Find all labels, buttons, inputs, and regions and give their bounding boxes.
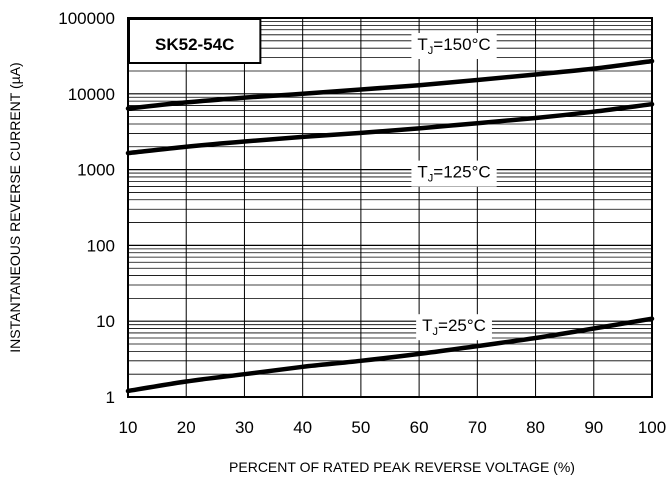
curve-label-rest: =150°C (433, 35, 490, 54)
x-axis-title: PERCENT OF RATED PEAK REVERSE VOLTAGE (%… (229, 459, 575, 475)
part-label-frame (128, 18, 262, 64)
curve-label-bg (411, 33, 497, 59)
curve-label-curve-tj-25: TJ=25°C (416, 314, 492, 341)
curve-label-main: T (422, 316, 432, 335)
x-tick-label: 50 (351, 418, 370, 437)
curve-label-rest: =25°C (438, 316, 486, 335)
part-label: SK52-54C (155, 35, 234, 54)
x-tick-label: 90 (584, 418, 603, 437)
y-tick-label: 10000 (68, 85, 115, 104)
curve-label-rest: =125°C (433, 163, 490, 182)
plot-frame (127, 17, 653, 398)
curve-label-sub: J (433, 326, 439, 338)
y-tick-label: 1000 (77, 161, 115, 180)
x-tick-label: 30 (235, 418, 254, 437)
curve-label-curve-tj-150: TJ=150°C (411, 33, 497, 59)
curves (125, 58, 655, 394)
curve-tj-25 (125, 316, 655, 394)
major-grid (127, 17, 653, 398)
x-tick-label: 40 (293, 418, 312, 437)
curve-label-text: TJ=150°C (417, 35, 490, 57)
curve-tj-125 (125, 101, 655, 156)
x-tick-labels: 10 20 30 40 50 60 70 80 90 100 (119, 418, 667, 437)
curve-label-text: TJ=125°C (417, 163, 490, 185)
curve-tj-150 (125, 58, 655, 111)
y-tick-label: 100 (87, 236, 115, 255)
part-label-box: SK52-54C (128, 18, 262, 64)
x-tick-label: 70 (468, 418, 487, 437)
x-tick-label: 60 (410, 418, 429, 437)
x-tick-label: 100 (638, 418, 666, 437)
curve-label-main: T (417, 163, 427, 182)
minor-grid (128, 21, 652, 375)
curve-label-sub: J (428, 173, 434, 185)
curve-label-bg (411, 160, 497, 187)
curve-label-text: TJ=25°C (422, 316, 486, 338)
x-tick-label: 20 (177, 418, 196, 437)
y-axis-title: INSTANTANEOUS REVERSE CURRENT (µA) (7, 62, 23, 352)
y-tick-label: 1 (106, 388, 115, 407)
y-tick-label: 100000 (58, 9, 115, 28)
x-tick-label: 80 (526, 418, 545, 437)
curve-label-bg (416, 314, 492, 341)
y-tick-labels: 1 10 100 1000 10000 100000 (58, 9, 115, 407)
x-tick-label: 10 (119, 418, 138, 437)
y-tick-label: 10 (96, 312, 115, 331)
curve-label-sub: J (428, 45, 434, 57)
curve-labels: TJ=150°CTJ=125°CTJ=25°C (411, 33, 497, 341)
curve-label-curve-tj-125: TJ=125°C (411, 160, 497, 187)
curve-label-main: T (417, 35, 427, 54)
